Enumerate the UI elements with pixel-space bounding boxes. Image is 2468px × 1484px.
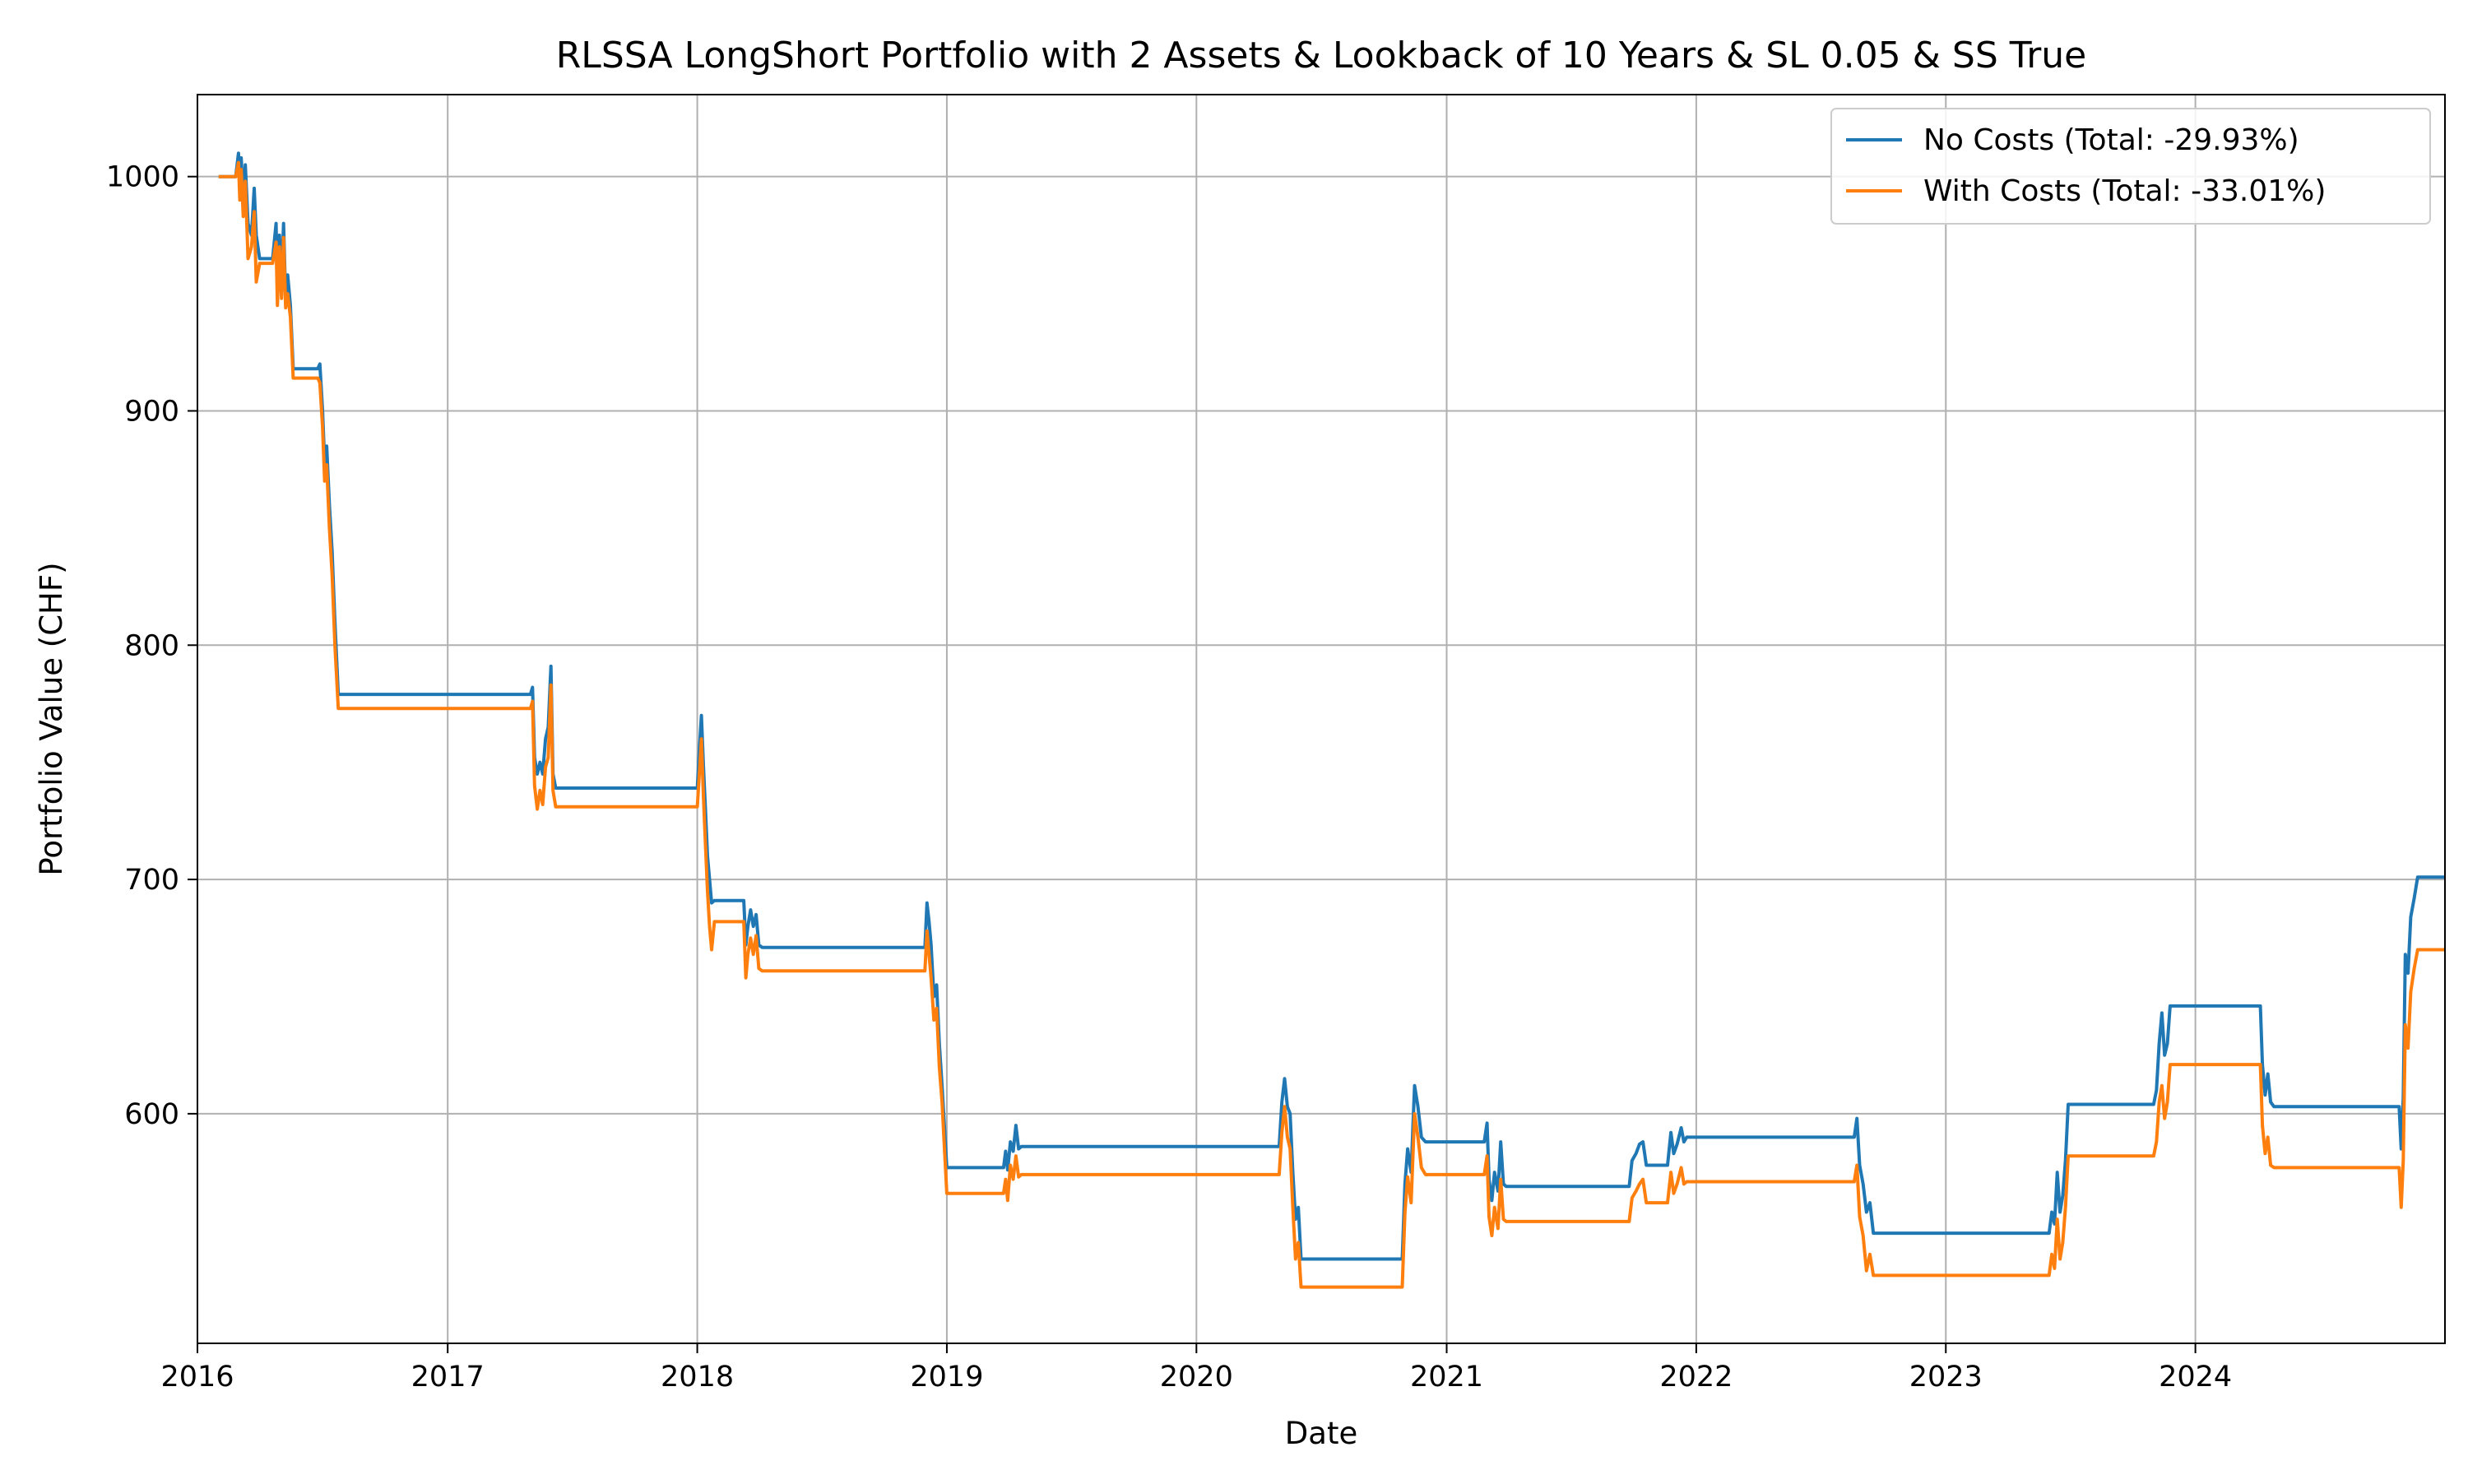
- y-tick-label: 800: [124, 629, 179, 662]
- x-axis-label: Date: [1285, 1416, 1357, 1451]
- y-tick-label: 900: [124, 395, 179, 428]
- y-axis-label: Portfolio Value (CHF): [34, 562, 69, 875]
- legend-box: [1830, 108, 2431, 225]
- y-tick-label: 1000: [106, 161, 179, 194]
- legend-label: With Costs (Total: -33.01%): [1923, 174, 2326, 208]
- chart-title: RLSSA LongShort Portfolio with 2 Assets …: [556, 35, 2087, 77]
- legend: No Costs (Total: -29.93%) With Costs (Tot…: [1830, 108, 2431, 225]
- x-tick-label: 2024: [2159, 1361, 2232, 1394]
- grid-layer: [197, 95, 2445, 1343]
- x-tick-label: 2019: [910, 1361, 983, 1394]
- legend-label: No Costs (Total: -29.93%): [1923, 123, 2299, 157]
- x-tick-label: 2023: [1909, 1361, 1983, 1394]
- x-tick-label: 2016: [160, 1361, 234, 1394]
- tick-layer: 2016 2017 2018 2019 2020 2021 2022 2023 2024 600 7…: [106, 161, 2232, 1394]
- y-tick-label: 600: [124, 1098, 179, 1131]
- series-layer: [218, 151, 2445, 1289]
- x-tick-label: 2020: [1160, 1361, 1233, 1394]
- x-tick-label: 2021: [1410, 1361, 1483, 1394]
- x-tick-label: 2022: [1659, 1361, 1733, 1394]
- x-tick-label: 2018: [661, 1361, 734, 1394]
- x-tick-label: 2017: [411, 1361, 485, 1394]
- plot-frame: [197, 94, 2446, 1344]
- y-tick-label: 700: [124, 864, 179, 897]
- series-line-with-costs: [218, 160, 2445, 1289]
